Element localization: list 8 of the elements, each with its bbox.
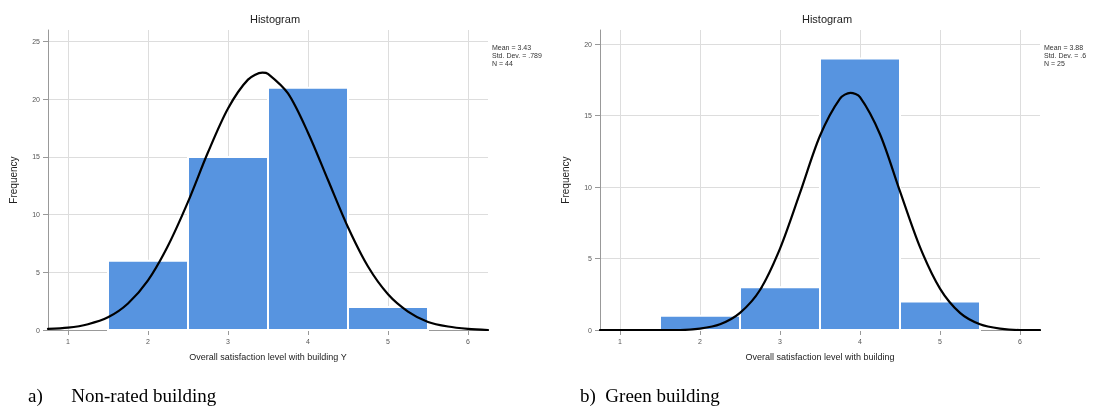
x-axis-title: Overall satisfaction level with building Y [189, 351, 347, 362]
y-axis-title: Frequency [7, 156, 19, 204]
text: b) Green building [580, 385, 721, 407]
chart-title: Histogram [249, 12, 301, 25]
text: a) Non-rated building [28, 385, 217, 407]
y-axis-title: Frequency [559, 156, 571, 204]
chart-title: Histogram [801, 12, 853, 25]
x-axis-title: Overall satisfaction level with building [745, 351, 895, 362]
